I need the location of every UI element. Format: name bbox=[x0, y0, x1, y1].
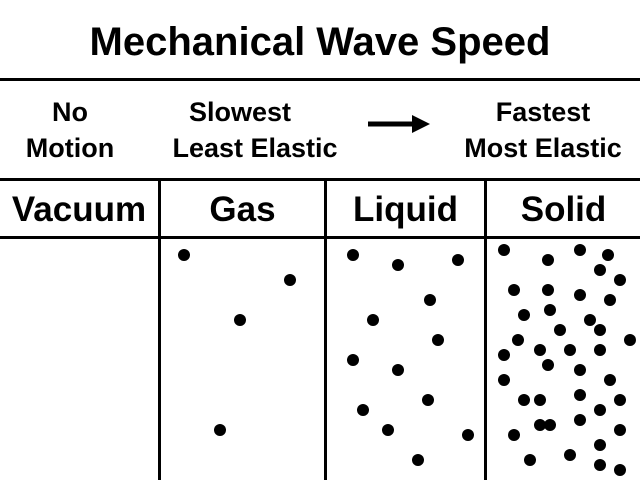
solid-particle bbox=[604, 294, 616, 306]
solid-particle bbox=[518, 309, 530, 321]
gas-particle bbox=[178, 249, 190, 261]
solid-particle bbox=[544, 419, 556, 431]
liquid-particle bbox=[357, 404, 369, 416]
solid-particle bbox=[604, 374, 616, 386]
solid-particle bbox=[542, 254, 554, 266]
most-elastic-label: Most Elastic bbox=[464, 133, 622, 163]
solid-particle bbox=[518, 394, 530, 406]
fastest-label: Fastest bbox=[495, 97, 591, 127]
solid-particle bbox=[574, 364, 586, 376]
no-motion-label-line2: Motion bbox=[25, 133, 115, 163]
solid-particle bbox=[544, 304, 556, 316]
scale-divider bbox=[0, 178, 640, 181]
solid-particle bbox=[594, 439, 606, 451]
column-divider-2 bbox=[324, 180, 327, 480]
solid-particle bbox=[554, 324, 566, 336]
solid-particle bbox=[534, 344, 546, 356]
liquid-particle bbox=[347, 249, 359, 261]
title-divider bbox=[0, 78, 640, 81]
solid-particle bbox=[614, 464, 626, 476]
gas-particle bbox=[234, 314, 246, 326]
liquid-particle bbox=[382, 424, 394, 436]
diagram-title: Mechanical Wave Speed bbox=[89, 20, 551, 64]
column-header-solid: Solid bbox=[520, 190, 607, 229]
solid-particle bbox=[498, 349, 510, 361]
least-elastic-label: Least Elastic bbox=[172, 133, 338, 163]
column-divider-3 bbox=[484, 180, 487, 480]
column-header-liquid: Liquid bbox=[353, 190, 458, 229]
solid-particle bbox=[614, 394, 626, 406]
column-header-vacuum: Vacuum bbox=[11, 190, 147, 229]
solid-particle bbox=[534, 419, 546, 431]
solid-particle bbox=[508, 429, 520, 441]
liquid-particle bbox=[424, 294, 436, 306]
solid-particle bbox=[512, 334, 524, 346]
solid-particle bbox=[542, 284, 554, 296]
solid-particle bbox=[508, 284, 520, 296]
solid-particle bbox=[574, 244, 586, 256]
solid-particle bbox=[498, 374, 510, 386]
right-arrow-icon bbox=[368, 115, 430, 133]
liquid-particle bbox=[367, 314, 379, 326]
liquid-particle bbox=[392, 259, 404, 271]
solid-particle bbox=[574, 414, 586, 426]
liquid-particle bbox=[412, 454, 424, 466]
header-divider bbox=[0, 236, 640, 239]
solid-particle bbox=[564, 449, 576, 461]
liquid-particle bbox=[347, 354, 359, 366]
solid-particle bbox=[584, 314, 596, 326]
solid-particle bbox=[614, 424, 626, 436]
solid-particle bbox=[574, 389, 586, 401]
slowest-label: Slowest bbox=[188, 97, 292, 127]
column-divider-1 bbox=[158, 180, 161, 480]
no-motion-label-line1: No bbox=[52, 97, 88, 127]
solid-particle bbox=[594, 344, 606, 356]
gas-particle bbox=[284, 274, 296, 286]
solid-particle bbox=[498, 244, 510, 256]
solid-particle bbox=[624, 334, 636, 346]
solid-particle bbox=[594, 264, 606, 276]
solid-particle bbox=[594, 324, 606, 336]
solid-particle bbox=[594, 459, 606, 471]
liquid-particle bbox=[452, 254, 464, 266]
solid-particle bbox=[534, 394, 546, 406]
solid-particle bbox=[574, 289, 586, 301]
column-header-gas: Gas bbox=[209, 190, 276, 229]
solid-particle bbox=[594, 404, 606, 416]
solid-particle bbox=[542, 359, 554, 371]
liquid-particle bbox=[422, 394, 434, 406]
solid-particle bbox=[564, 344, 576, 356]
liquid-particle bbox=[432, 334, 444, 346]
solid-particle bbox=[602, 249, 614, 261]
solid-particle bbox=[524, 454, 536, 466]
liquid-particle bbox=[392, 364, 404, 376]
liquid-particle bbox=[462, 429, 474, 441]
gas-particle bbox=[214, 424, 226, 436]
solid-particle bbox=[614, 274, 626, 286]
